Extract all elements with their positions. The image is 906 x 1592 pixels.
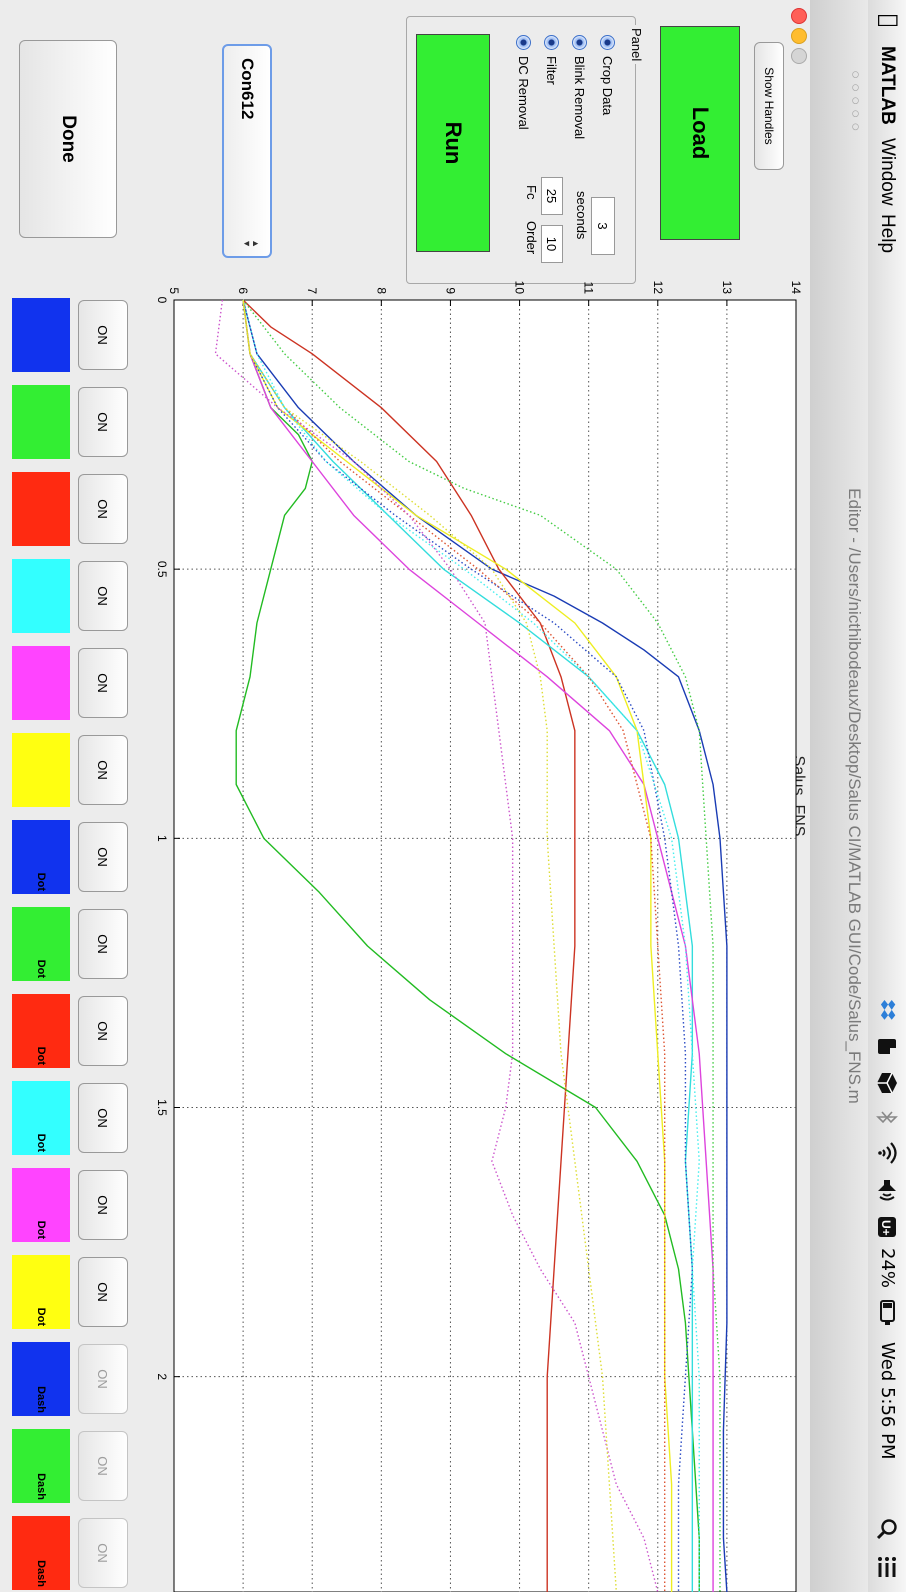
channel-color-swatch[interactable] [12, 733, 70, 807]
menu-clock[interactable]: Wed 5:56 PM [877, 1342, 898, 1460]
channel-color-swatch[interactable]: Dot [12, 820, 70, 894]
channel-toggle-button[interactable]: ON [78, 735, 128, 805]
evernote-icon[interactable] [876, 1036, 898, 1058]
channel-color-swatch[interactable] [12, 298, 70, 372]
input-source-icon[interactable]: U+ [876, 1216, 898, 1238]
channel-color-swatch[interactable] [12, 472, 70, 546]
channel-toggle-button[interactable]: ON [78, 1170, 128, 1240]
y-tick-label: 7 [305, 287, 319, 294]
series-line-9 [242, 299, 666, 1592]
channel-color-swatch[interactable]: Dash [12, 1516, 70, 1590]
channel-toggle-button[interactable]: ON [78, 1083, 128, 1153]
line-chart: 0 0.5 1 1.5 2 5 6 7 8 9 10 11 12 13 14 [155, 281, 803, 1592]
app-menu[interactable]: MATLAB [877, 46, 898, 125]
figure-window: Salus_FNS Show Handles Load Panel DC Rem… [0, 0, 810, 1592]
editor-path-title: Editor - /Users/nicthibodeaux/Desktop/Sa… [845, 488, 864, 1104]
wifi-icon[interactable] [876, 1140, 900, 1166]
channel-toggle-button[interactable]: ON [78, 1518, 128, 1588]
notification-center-icon[interactable] [876, 1556, 898, 1578]
dropbox-icon[interactable] [876, 1000, 898, 1022]
battery-icon[interactable] [876, 1300, 898, 1326]
menu-bar:  MATLAB Window Help U+ 24% Wed 5:56 PM [867, 0, 906, 1592]
x-tick-label: 2 [155, 1373, 169, 1380]
y-tick-label: 10 [513, 281, 527, 295]
y-tick-label: 6 [236, 287, 250, 294]
channel-toggle-button[interactable]: ON [78, 822, 128, 892]
channel-color-swatch[interactable]: Dot [12, 1081, 70, 1155]
plot-area [173, 299, 797, 1592]
x-tick-label: 0 [155, 297, 169, 304]
channel-color-swatch[interactable]: Dot [12, 1168, 70, 1242]
editor-title-bar: ○○○○○ Editor - /Users/nicthibodeaux/Desk… [809, 0, 868, 1592]
channel-color-swatch[interactable]: Dot [12, 907, 70, 981]
channel-color-swatch[interactable]: Dash [12, 1342, 70, 1416]
series-line-4 [242, 299, 694, 1592]
y-tick-label: 13 [720, 281, 734, 295]
channel-toggle-button[interactable]: ON [78, 1344, 128, 1414]
x-tick-label: 0.5 [155, 561, 169, 578]
menu-window[interactable]: Window [877, 138, 898, 206]
y-tick-label: 5 [167, 287, 181, 294]
battery-percent[interactable]: 24% [877, 1248, 898, 1289]
channel-color-swatch[interactable] [12, 646, 70, 720]
channel-color-swatch[interactable] [12, 385, 70, 459]
y-tick-label: 9 [443, 287, 457, 294]
box-icon[interactable] [876, 1072, 898, 1094]
bluetooth-icon[interactable] [876, 1106, 898, 1128]
channel-toggle-button[interactable]: ON [78, 996, 128, 1066]
channel-toggle-button[interactable]: ON [78, 1257, 128, 1327]
channel-color-swatch[interactable]: Dash [12, 1429, 70, 1503]
channel-toggle-button[interactable]: ON [78, 561, 128, 631]
x-tick-label: 1 [155, 835, 169, 842]
series-line-2 [235, 299, 700, 1592]
channel-toggle-button[interactable]: ON [78, 474, 128, 544]
svg-text:U+: U+ [879, 1220, 893, 1236]
menu-help[interactable]: Help [877, 214, 898, 254]
channel-toggle-button[interactable]: ON [78, 387, 128, 457]
series-line-1 [242, 299, 728, 1592]
y-tick-label: 11 [582, 282, 596, 295]
series-line-3 [242, 299, 576, 1592]
y-tick-label: 12 [651, 281, 665, 295]
x-tick-label: 1.5 [155, 1099, 169, 1116]
channel-color-swatch[interactable]: Dot [12, 1255, 70, 1329]
series-line-8 [242, 299, 721, 1592]
y-tick-label: 8 [374, 287, 388, 294]
spotlight-icon[interactable] [876, 1518, 898, 1540]
series-line-10 [242, 299, 700, 1592]
channel-toggle-button[interactable]: ON [78, 1431, 128, 1501]
y-tick-label: 14 [789, 281, 803, 295]
channel-color-swatch[interactable]: Dot [12, 994, 70, 1068]
channel-toggle-button[interactable]: ON [78, 648, 128, 718]
volume-icon[interactable] [875, 1178, 899, 1204]
channel-toggle-button[interactable]: ON [78, 300, 128, 370]
series-line-11 [214, 299, 659, 1592]
channel-toggle-button[interactable]: ON [78, 909, 128, 979]
channel-color-swatch[interactable] [12, 559, 70, 633]
apple-icon[interactable]:  [876, 14, 901, 27]
